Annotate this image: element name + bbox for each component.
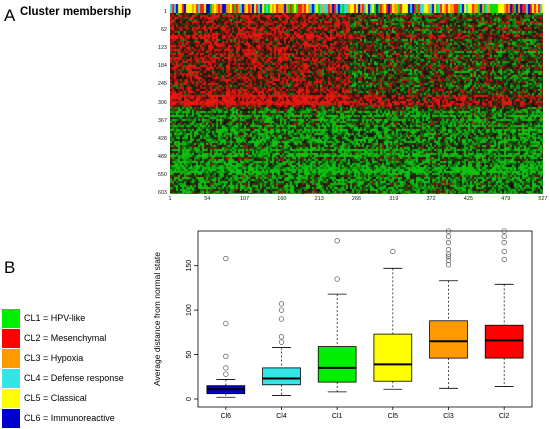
legend-item-cl3: CL3 = Hypoxia [2,349,138,369]
heatmap-col-tick: 54 [204,196,211,202]
heatmap-row-tick: 245 [157,81,167,88]
x-tick-label: Cl5 [388,413,399,420]
box-cl3 [429,320,468,359]
legend-label: CL2 = Mesenchymal [24,333,107,343]
outlier-point [501,233,507,239]
legend-item-cl6: CL6 = Immunoreactive [2,409,138,429]
legend-item-cl4: CL4 = Defense response [2,369,138,389]
box-cl1 [317,346,357,383]
heatmap-row-tick: 550 [157,171,167,178]
x-tick-label: Cl3 [443,413,454,420]
x-tick-label: Cl4 [276,413,287,420]
outlier-point [445,247,452,253]
outlier-point [445,257,452,263]
outlier-point [223,255,229,262]
outlier-point [278,334,285,340]
outlier-point [223,371,229,377]
heatmap-row-tick: 1 [163,9,167,15]
outlier-point [278,307,285,313]
heatmap-col-tick: 319 [389,196,399,202]
expression-heatmap [170,13,543,194]
y-axis-label: Average distance from normal state [152,252,162,386]
outlier-point [445,254,452,260]
legend-swatch [2,329,20,348]
outlier-point [278,316,285,322]
heatmap-col-tick: 1 [168,196,172,202]
outlier-point [501,228,507,234]
heatmap-row-tick: 603 [157,190,167,196]
legend-swatch [2,409,20,428]
panel-a-label: A [4,6,16,25]
heatmap-row-tick: 62 [160,27,167,34]
heatmap-row-tick: 184 [157,63,167,70]
outlier-point [223,320,229,327]
outlier-point [334,276,340,282]
heatmap-row-tick: 489 [157,153,167,160]
x-tick-label: Cl2 [499,413,510,420]
heatmap-col-tick: 527 [538,196,548,202]
boxplot-chart: 0 50 100 150 Average distance from normal st… [152,228,533,420]
heatmap-col-tick: 372 [426,196,436,202]
legend-swatch [2,389,20,408]
box-cl2 [484,324,524,359]
y-tick-label: 50 [186,351,193,359]
legend-label: CL6 = Immunoreactive [24,413,115,423]
outlier-point [223,365,229,371]
y-tick-label: 150 [186,260,193,272]
outlier-point [501,248,507,255]
box-cl5 [373,333,413,382]
outlier-point [445,228,452,234]
legend-label: CL1 = HPV-like [24,313,86,323]
x-tick-label: Cl1 [332,413,343,420]
legend-item-cl5: CL5 = Classical [2,389,138,409]
legend-swatch [2,309,20,328]
heatmap-row-tick: 306 [157,99,167,106]
legend-swatch [2,369,20,388]
cluster-legend: CL1 = HPV-like CL2 = Mesenchymal CL3 = H… [2,309,138,429]
outlier-point [390,248,396,255]
heatmap-row-tick: 428 [157,135,167,142]
heatmap-row-tick: 367 [157,117,167,124]
y-tick-label: 100 [186,304,193,316]
heatmap-col-tick: 425 [463,196,473,202]
heatmap-col-tick: 479 [501,196,511,202]
legend-item-cl2: CL2 = Mesenchymal [2,329,138,349]
cluster-membership-title: Cluster membership [20,6,132,18]
outlier-point [445,262,452,268]
y-tick-label: 0 [186,397,193,401]
heatmap-col-tick: 160 [277,196,287,202]
outlier-point [445,251,452,257]
outlier-point [501,256,507,263]
heatmap-col-tick: 107 [240,196,250,202]
cluster-membership-bar [170,4,543,13]
panel-b-label: B [4,258,16,277]
outlier-point [278,339,285,345]
outlier-point [278,301,285,307]
outlier-point [445,233,452,239]
legend-swatch [2,349,20,368]
legend-item-cl1: CL1 = HPV-like [2,309,138,329]
legend-label: CL3 = Hypoxia [24,353,84,363]
heatmap-col-tick: 266 [351,196,362,202]
plot-frame [197,230,533,408]
x-tick-label: Cl6 [221,413,232,420]
heatmap-col-tick: 213 [314,196,324,202]
legend-label: CL4 = Defense response [24,373,124,383]
heatmap-row-tick: 123 [157,45,167,52]
outlier-point [223,353,229,359]
legend-label: CL5 = Classical [24,393,87,403]
outlier-point [334,238,340,244]
box-cl4 [262,367,301,386]
outlier-point [445,239,452,246]
outlier-point [501,239,507,246]
